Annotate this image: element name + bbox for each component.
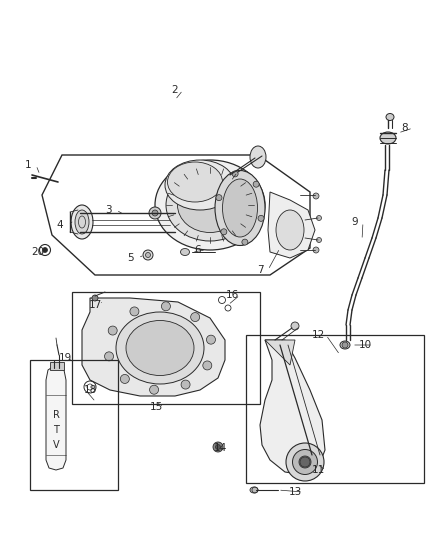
Text: 5: 5: [127, 253, 133, 263]
Ellipse shape: [299, 456, 311, 468]
Text: 11: 11: [311, 465, 325, 475]
Circle shape: [149, 207, 161, 219]
Circle shape: [92, 295, 98, 301]
Text: 13: 13: [288, 487, 302, 497]
Circle shape: [253, 181, 259, 187]
Text: 9: 9: [352, 217, 358, 227]
Text: 2: 2: [172, 85, 178, 95]
Circle shape: [300, 457, 310, 467]
Text: 6: 6: [194, 245, 201, 255]
Ellipse shape: [126, 320, 194, 376]
Ellipse shape: [166, 169, 254, 241]
Circle shape: [242, 239, 248, 245]
Ellipse shape: [215, 171, 265, 246]
Bar: [72, 292, 260, 404]
Circle shape: [313, 247, 319, 253]
Circle shape: [42, 247, 47, 253]
Text: 20: 20: [32, 247, 45, 257]
Circle shape: [149, 385, 159, 394]
Circle shape: [317, 215, 321, 221]
Text: 17: 17: [88, 300, 102, 310]
Circle shape: [215, 445, 220, 449]
Text: 3: 3: [105, 205, 111, 215]
Ellipse shape: [177, 177, 243, 232]
Bar: [246, 335, 424, 483]
Ellipse shape: [250, 487, 258, 493]
Ellipse shape: [223, 179, 258, 237]
Text: 8: 8: [402, 123, 408, 133]
Polygon shape: [82, 298, 225, 396]
Circle shape: [317, 238, 321, 243]
Circle shape: [120, 375, 129, 383]
Circle shape: [216, 195, 222, 200]
Text: 14: 14: [213, 443, 226, 453]
Text: 4: 4: [57, 220, 64, 230]
Text: T: T: [53, 425, 59, 435]
Text: 19: 19: [58, 353, 72, 363]
Text: R: R: [53, 410, 60, 420]
Ellipse shape: [155, 160, 265, 250]
Ellipse shape: [386, 114, 394, 120]
Ellipse shape: [180, 248, 190, 255]
Ellipse shape: [116, 312, 204, 384]
Circle shape: [213, 442, 223, 452]
Polygon shape: [265, 340, 295, 365]
Bar: [30, 360, 118, 490]
Ellipse shape: [165, 160, 235, 210]
Circle shape: [291, 322, 299, 330]
Polygon shape: [46, 368, 66, 470]
Circle shape: [203, 361, 212, 370]
Ellipse shape: [340, 341, 350, 349]
Text: 18: 18: [83, 385, 97, 395]
Circle shape: [105, 352, 113, 361]
Text: 10: 10: [358, 340, 371, 350]
Text: V: V: [53, 440, 59, 450]
Bar: [50, 362, 64, 370]
Circle shape: [342, 342, 348, 348]
Ellipse shape: [286, 443, 324, 481]
Text: 15: 15: [149, 402, 162, 412]
Polygon shape: [260, 340, 325, 475]
Ellipse shape: [250, 146, 266, 168]
Text: 16: 16: [226, 290, 239, 300]
Ellipse shape: [167, 162, 223, 202]
Text: 1: 1: [25, 160, 31, 170]
Ellipse shape: [143, 250, 153, 260]
Circle shape: [130, 307, 139, 316]
Circle shape: [313, 193, 319, 199]
Circle shape: [191, 312, 200, 321]
Ellipse shape: [276, 210, 304, 250]
Text: 7: 7: [257, 265, 263, 275]
Text: 12: 12: [311, 330, 325, 340]
Ellipse shape: [71, 205, 93, 239]
Ellipse shape: [293, 449, 318, 474]
Circle shape: [108, 326, 117, 335]
Circle shape: [258, 215, 264, 221]
Ellipse shape: [380, 132, 396, 144]
Circle shape: [221, 229, 227, 235]
Circle shape: [181, 380, 190, 389]
Circle shape: [162, 302, 170, 311]
Ellipse shape: [145, 253, 151, 257]
Polygon shape: [268, 192, 315, 258]
Circle shape: [232, 171, 238, 177]
Ellipse shape: [75, 210, 89, 234]
Circle shape: [206, 335, 215, 344]
Circle shape: [152, 210, 158, 216]
